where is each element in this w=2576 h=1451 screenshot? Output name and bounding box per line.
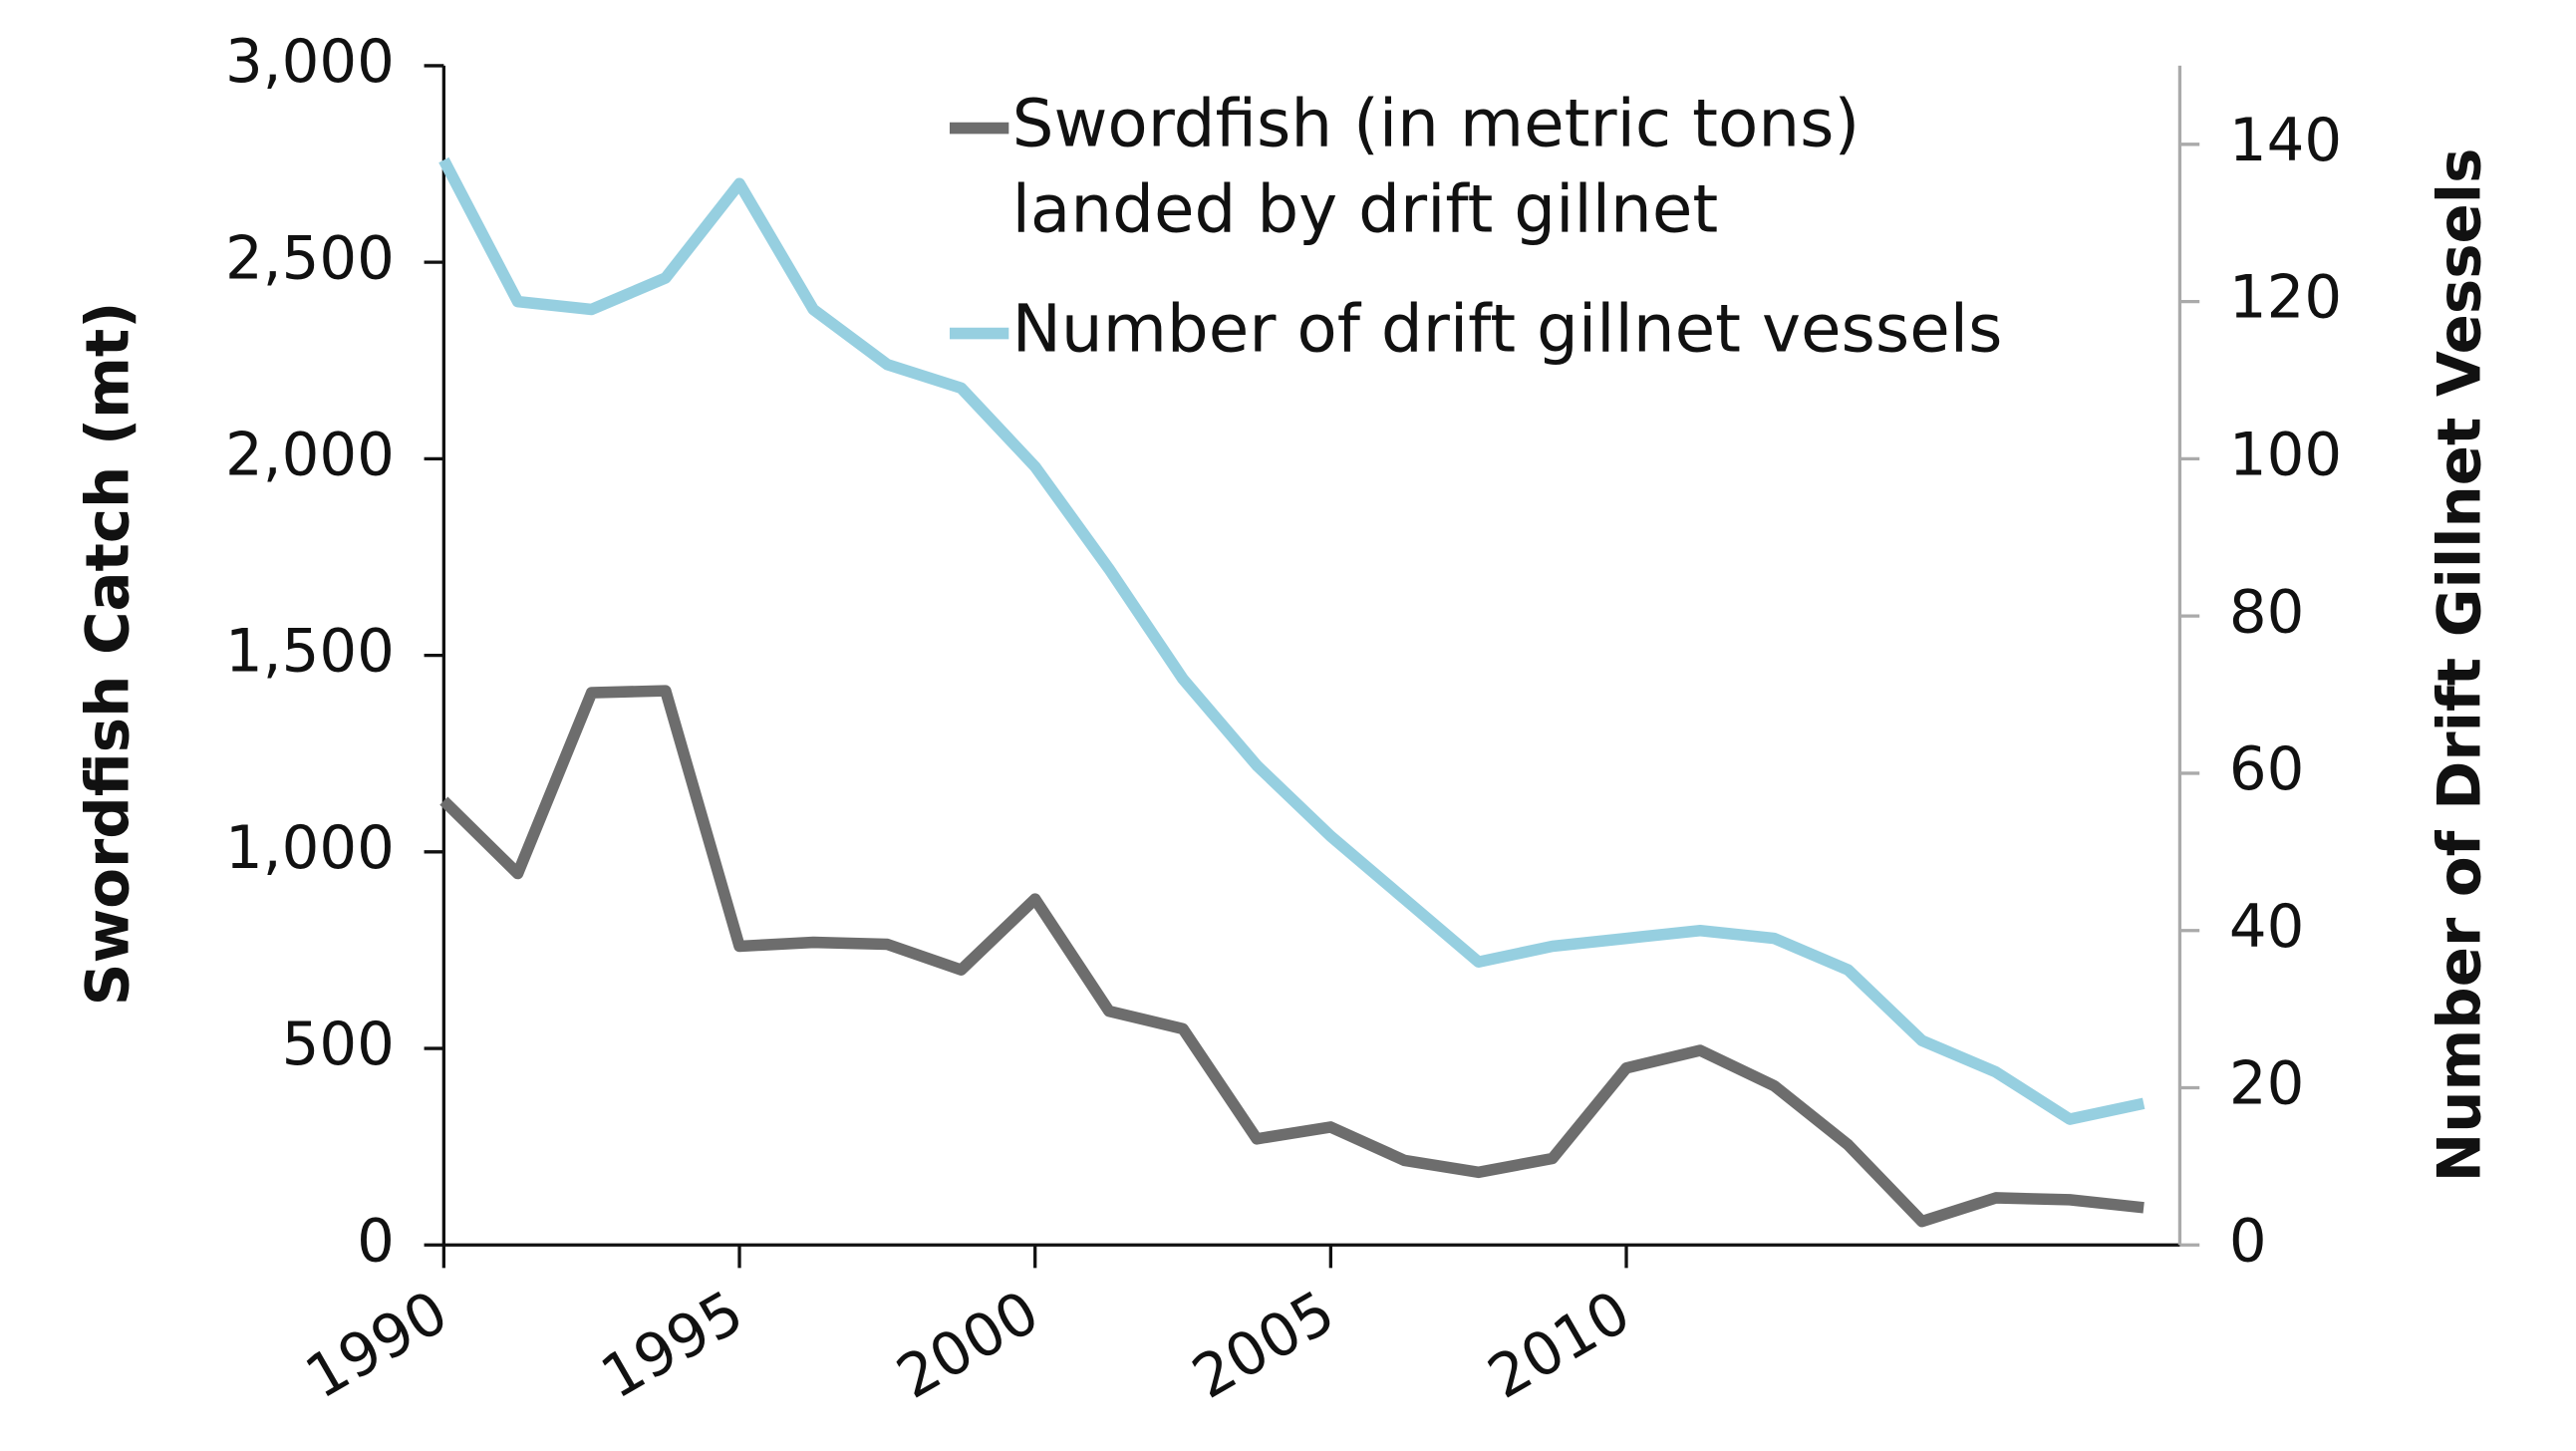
y2-tick-label: 120: [2229, 263, 2342, 332]
y-tick-label: 0: [357, 1206, 395, 1275]
y2-tick-label: 100: [2229, 420, 2342, 488]
x-tick-label: 2005: [1181, 1278, 1345, 1412]
series-line: [439, 685, 2145, 1228]
y-axis-title: Swordfish Catch (mt): [74, 302, 143, 1007]
y2-tick-label: 140: [2229, 106, 2342, 174]
y2-tick-label: 60: [2229, 734, 2305, 803]
legend-label: Swordfish (in metric tons) landed by dri…: [1011, 87, 1860, 248]
x-tick-label: 2010: [1477, 1278, 1641, 1412]
y-tick-label: 2,500: [225, 223, 395, 292]
x-tick-label: 1995: [590, 1278, 754, 1412]
legend-entry: Number of drift gillnet vessels: [1011, 292, 2003, 369]
legend-label: Number of drift gillnet vessels: [1011, 292, 2003, 369]
y2-tick-label: 80: [2229, 577, 2305, 646]
y-tick-label: 1,500: [225, 617, 395, 686]
x-tick-label: 1990: [294, 1278, 458, 1412]
y-tick-label: 3,000: [225, 27, 395, 96]
y-tick-label: 500: [282, 1010, 395, 1078]
y2-tick-label: 0: [2229, 1206, 2267, 1275]
y-tick-label: 1,000: [225, 813, 395, 882]
series-line: [438, 156, 2146, 1125]
y-tick-label: 2,000: [225, 420, 395, 488]
y2-tick-label: 40: [2229, 892, 2305, 961]
x-tick-label: 2000: [885, 1278, 1049, 1412]
legend-entry: Swordfish (in metric tons) landed by dri…: [1011, 87, 1860, 248]
y2-tick-label: 20: [2229, 1049, 2305, 1118]
y2-axis-title: Number of Drift Gillnet Vessels: [2426, 148, 2494, 1183]
